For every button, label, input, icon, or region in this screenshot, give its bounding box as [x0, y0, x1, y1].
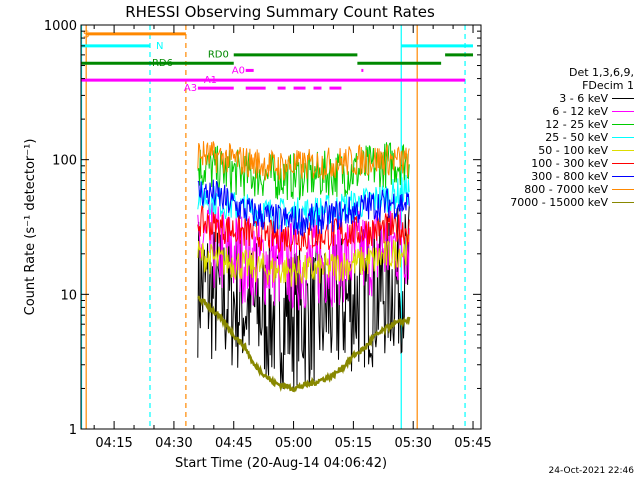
legend-swatch — [612, 163, 634, 164]
annotation-a0: A0 — [232, 66, 245, 77]
series-line — [197, 141, 410, 182]
series-line — [197, 205, 410, 254]
legend-item: 300 - 800 keV — [486, 170, 634, 183]
y-tick-label: 1000 — [44, 19, 77, 34]
legend-label: 300 - 800 keV — [531, 170, 608, 183]
x-tick-label: 05:15 — [335, 436, 372, 451]
footer-timestamp: 24-Oct-2021 22:46 — [548, 466, 634, 476]
x-tick-label: 04:15 — [95, 436, 132, 451]
legend-swatch — [612, 98, 634, 99]
series-line — [197, 142, 410, 201]
series-line — [197, 206, 410, 390]
legend-swatch — [612, 124, 634, 125]
legend-item: 25 - 50 keV — [486, 131, 634, 144]
x-tick-label: 04:45 — [215, 436, 252, 451]
legend-item: 7000 - 15000 keV — [486, 196, 634, 209]
legend-swatch — [612, 202, 634, 203]
legend-swatch — [612, 111, 634, 112]
series-line — [197, 179, 410, 237]
x-tick-label: 04:30 — [155, 436, 192, 451]
legend-item: 800 - 7000 keV — [486, 183, 634, 196]
x-tick-label: 05:45 — [454, 436, 491, 451]
series-line — [197, 233, 410, 287]
legend-label: 100 - 300 keV — [531, 157, 608, 170]
x-tick-label: 05:00 — [275, 436, 312, 451]
x-tick-label: 05:30 — [394, 436, 431, 451]
legend-label: 25 - 50 keV — [545, 131, 608, 144]
legend-swatch — [612, 137, 634, 138]
chart-title: RHESSI Observing Summary Count Rates — [125, 3, 435, 21]
legend-label: 7000 - 15000 keV — [510, 196, 608, 209]
legend-label: 800 - 7000 keV — [524, 183, 608, 196]
legend-swatch — [612, 189, 634, 190]
annotation-a1: A1 — [204, 75, 217, 86]
chart-legend: Det 1,3,6,9, FDecim 1 3 - 6 keV 6 - 12 ke… — [486, 66, 634, 209]
annotation-rd6: RD6 — [152, 58, 173, 69]
legend-swatch — [612, 176, 634, 177]
annotation-rd0: RD0 — [208, 50, 229, 61]
legend-item: 6 - 12 keV — [486, 105, 634, 118]
legend-item: 100 - 300 keV — [486, 157, 634, 170]
legend-header-line2: FDecim 1 — [582, 79, 634, 92]
legend-label: 3 - 6 keV — [559, 92, 608, 105]
annotation-n: N — [156, 41, 163, 52]
y-tick-label: 10 — [60, 288, 77, 303]
series-line — [197, 295, 411, 393]
legend-item: 50 - 100 keV — [486, 144, 634, 157]
y-tick-label: 1 — [69, 423, 77, 438]
y-tick-label: 100 — [52, 154, 77, 169]
legend-header-line1: Det 1,3,6,9, — [568, 66, 634, 79]
annotation-s: S — [83, 29, 89, 40]
annotation-a3: A3 — [184, 83, 197, 94]
plot-frame — [80, 24, 482, 430]
y-axis-label: Count Rate (s⁻¹ detector⁻¹) — [23, 139, 38, 316]
legend-label: 6 - 12 keV — [552, 105, 608, 118]
legend-item: 3 - 6 keV — [486, 92, 634, 105]
legend-item: 12 - 25 keV — [486, 118, 634, 131]
legend-label: 12 - 25 keV — [545, 118, 608, 131]
x-axis-label: Start Time (20-Aug-14 04:06:42) — [175, 456, 387, 471]
legend-label: 50 - 100 keV — [538, 144, 608, 157]
legend-swatch — [612, 150, 634, 151]
